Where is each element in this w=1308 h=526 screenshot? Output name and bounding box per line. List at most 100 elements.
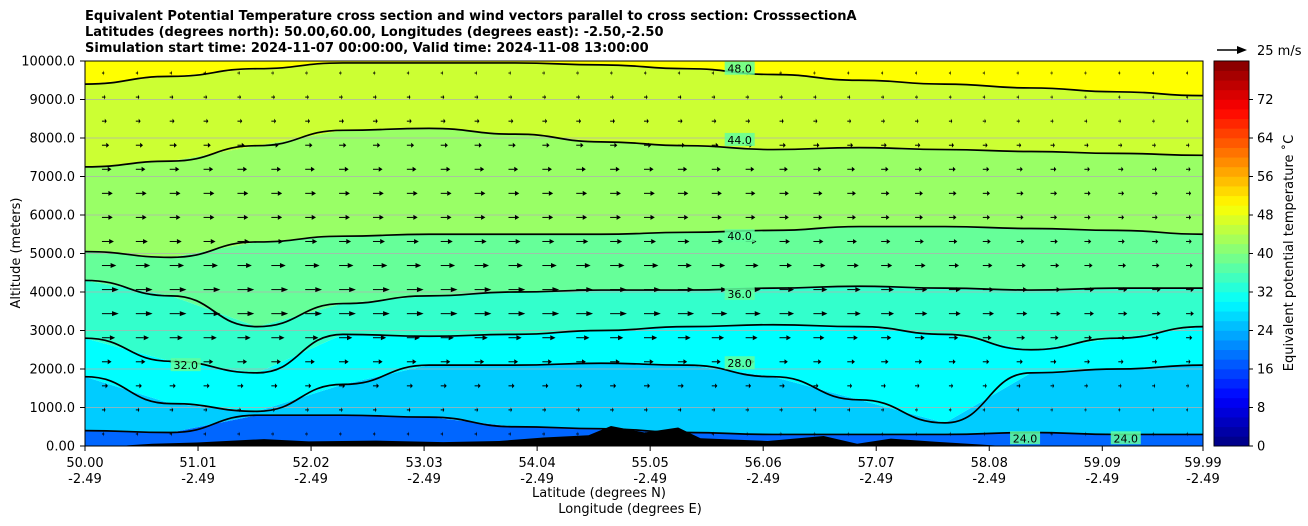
wind-vector-head	[686, 263, 692, 269]
wind-vector-head	[954, 335, 959, 341]
wind-vector-head	[238, 70, 240, 76]
contour-label-bg	[1010, 431, 1041, 445]
wind-vector-head	[176, 214, 181, 220]
wind-vector-head	[584, 335, 590, 341]
wind-vector-head	[882, 407, 884, 413]
wind-vector-head	[239, 94, 242, 100]
wind-vector-head	[442, 94, 445, 100]
colorbar-band	[1214, 272, 1249, 283]
colorbar-band	[1214, 215, 1249, 225]
colorbar-band	[1214, 157, 1249, 168]
colorbar-band	[1214, 70, 1249, 81]
wind-vector-head	[1051, 407, 1053, 413]
wind-vector-head	[1023, 311, 1028, 317]
terrain-shape	[118, 425, 1003, 446]
wind-vector-head	[586, 311, 594, 317]
wind-vector-head	[987, 214, 990, 220]
wind-vector-head	[818, 359, 822, 365]
wind-vector-head	[1088, 190, 1091, 196]
wind-vector-head	[548, 166, 552, 172]
wind-vector-head	[445, 142, 448, 148]
wind-vector-head	[748, 118, 750, 124]
wind-vector-head	[851, 359, 855, 365]
wind-vector-head	[715, 142, 719, 148]
wind-vector-head	[611, 70, 613, 76]
wind-vector-head	[311, 190, 317, 196]
wind-vector-head	[654, 287, 661, 293]
wind-vector-head	[717, 214, 722, 220]
wind-vector-head	[785, 214, 789, 220]
wind-vector-head	[1021, 335, 1026, 341]
temperature-band-1	[85, 363, 1203, 435]
wind-vector-head	[882, 431, 884, 437]
x-tick-label-lat: 58.08	[971, 456, 1008, 471]
wind-vector-head	[1086, 118, 1088, 124]
wind-vector-head	[821, 311, 828, 317]
wind-vector-head	[818, 166, 822, 172]
wind-vector-head	[648, 142, 652, 148]
wind-vector-head	[919, 359, 923, 365]
wind-vector-head	[510, 94, 513, 100]
colorbar-band	[1214, 311, 1249, 322]
contour-label-bg	[724, 61, 755, 75]
wind-vector-head	[717, 166, 721, 172]
colorbar-tick-label: 56	[1257, 170, 1274, 185]
wind-vector-head	[815, 118, 818, 124]
wind-vector-head	[550, 335, 556, 341]
colorbar-tick-label: 16	[1257, 363, 1274, 378]
wind-vector-head	[278, 238, 284, 244]
wind-vector-head	[171, 407, 174, 413]
colorbar-band	[1214, 378, 1249, 389]
wind-vector-head	[416, 311, 424, 317]
wind-vector-head	[273, 94, 275, 100]
wind-vector-head	[281, 311, 289, 317]
wind-vector-head	[408, 70, 410, 76]
x-tick-label-lon: -2.49	[1186, 472, 1220, 487]
wind-vector-head	[245, 335, 251, 341]
colorbar-band	[1214, 195, 1249, 206]
wind-vector-head	[679, 70, 681, 76]
wind-vector-head	[209, 359, 214, 365]
x-tick-label-lon: -2.49	[520, 472, 554, 487]
wind-vector-head	[651, 335, 658, 341]
wind-vector-head	[409, 94, 411, 100]
x-tick-label-lon: -2.49	[633, 472, 667, 487]
wind-vector-head	[987, 238, 991, 244]
wind-vector-head	[683, 359, 688, 365]
wind-vector-head	[987, 190, 990, 196]
wind-vector-head	[311, 214, 317, 220]
wind-vector-head	[145, 311, 153, 317]
x-tick-label-lon: -2.49	[1085, 472, 1119, 487]
wind-vector-head	[515, 238, 521, 244]
wind-vector-head	[548, 214, 554, 220]
wind-vector-head	[685, 335, 691, 341]
wind-vector-head	[274, 118, 277, 124]
wind-vector-head	[713, 70, 714, 76]
wind-vector-head	[416, 287, 424, 293]
x-tick-label-lat: 51.01	[179, 456, 216, 471]
colorbar-band	[1214, 263, 1249, 274]
wind-vector-head	[449, 263, 456, 269]
wind-vector-head	[1155, 214, 1158, 220]
wind-vector-head	[1052, 118, 1054, 124]
wind-vector-head	[105, 383, 108, 389]
wind-vector-head	[480, 166, 485, 172]
wind-vector-head	[1089, 263, 1093, 269]
wind-vector-head	[176, 238, 182, 244]
wind-vector-head	[447, 238, 453, 244]
x-tick-label-lon: -2.49	[746, 472, 780, 487]
colorbar-band	[1214, 128, 1249, 139]
wind-vector-head	[342, 383, 346, 389]
wind-vector-head	[307, 407, 309, 413]
wind-vector-head	[922, 311, 928, 317]
wind-vector-head	[786, 335, 791, 341]
wind-vector-head	[679, 407, 682, 413]
wind-vector-head	[1085, 407, 1087, 413]
wind-vector-head	[476, 407, 479, 413]
wind-vector-head	[413, 214, 418, 220]
wind-vector-head	[1021, 238, 1025, 244]
wind-vector-head	[1085, 70, 1087, 76]
wind-vector-head	[210, 214, 215, 220]
wind-vector-head	[986, 359, 990, 365]
wind-vector-head	[713, 431, 714, 437]
